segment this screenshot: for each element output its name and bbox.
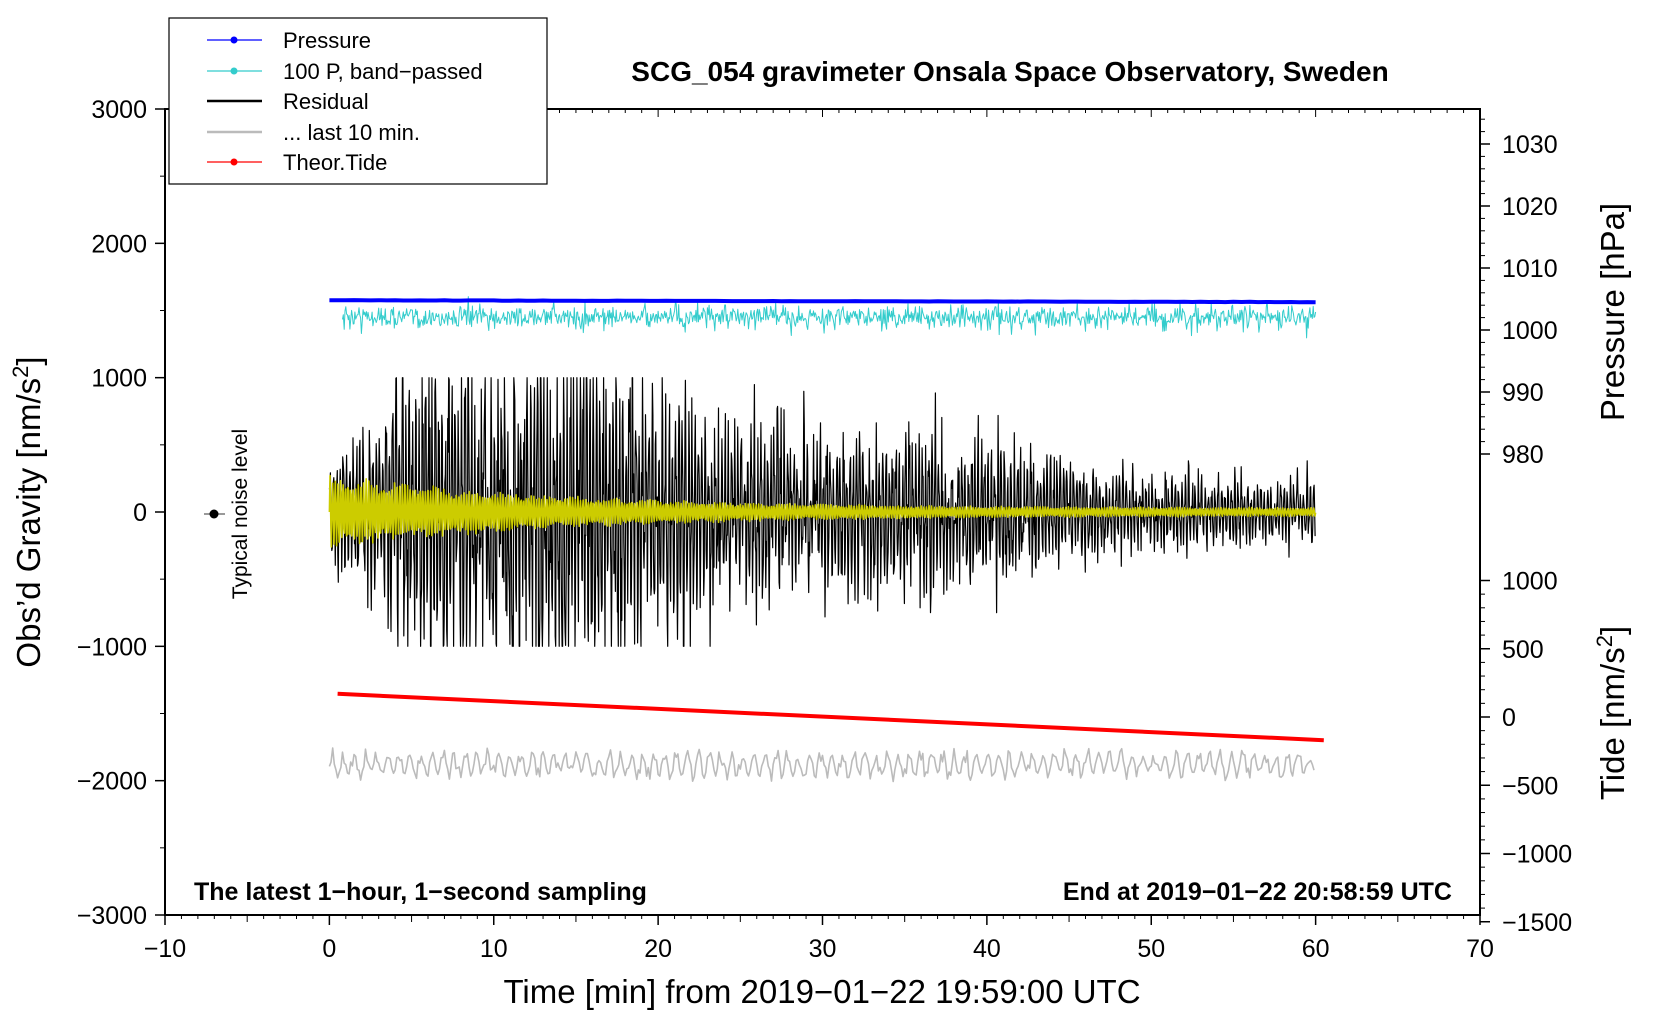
x-tick-label: 0 <box>322 935 336 963</box>
legend-entry-tide: Theor.Tide <box>207 150 387 175</box>
data-traces <box>328 296 1324 783</box>
pressure-trace <box>329 298 1316 305</box>
legend-pressure-marker <box>230 36 238 44</box>
tide-tick-label: −1500 <box>1502 909 1572 937</box>
pressure-tick-label: 980 <box>1502 441 1544 469</box>
x-tick-label: 60 <box>1302 935 1330 963</box>
legend-entry-pressure: Pressure <box>207 28 371 53</box>
tide-tick-label: −1000 <box>1502 841 1572 869</box>
gravity-tick-label: −2000 <box>77 768 147 796</box>
residual-trace <box>328 377 1316 647</box>
last-10-min-trace <box>328 747 1315 783</box>
theoretical-tide-trace <box>337 691 1324 743</box>
legend-pressure-label: Pressure <box>283 28 371 53</box>
axis-ticks: −10 0 10 20 30 40 50 60 703000200010000−1000−200… <box>77 96 1572 963</box>
legend-last10-label: ... last 10 min. <box>283 120 420 145</box>
noise-level-marker <box>209 509 219 519</box>
pressure-axis-title: Pressure [hPa] <box>1594 203 1631 421</box>
x-tick-label: 20 <box>644 935 672 963</box>
x-tick-label: 30 <box>809 935 837 963</box>
legend-entry-bandpassed: 100 P, band−passed <box>207 59 483 84</box>
x-tick-label: 70 <box>1466 935 1494 963</box>
tide-tick-label: 0 <box>1502 704 1516 732</box>
legend-bandpassed-label: 100 P, band−passed <box>283 59 483 84</box>
legend-bandpassed-marker <box>230 67 238 75</box>
end-time-note: End at 2019−01−22 20:58:59 UTC <box>1063 878 1452 906</box>
x-tick-label: 40 <box>973 935 1001 963</box>
tide-tick-label: 1000 <box>1502 568 1558 596</box>
pressure-tick-label: 1010 <box>1502 255 1558 283</box>
pressure-tick-label: 1000 <box>1502 317 1558 345</box>
legend-tide-marker <box>230 158 238 166</box>
pressure-tick-label: 990 <box>1502 379 1544 407</box>
gravity-tick-label: 0 <box>133 499 147 527</box>
x-tick-label: 10 <box>480 935 508 963</box>
tide-axis-title: Tide [nm/s2] <box>1592 626 1632 800</box>
pressure-tick-label: 1030 <box>1502 131 1558 159</box>
gravity-tick-label: −1000 <box>77 633 147 661</box>
noise-level-label: Typical noise level <box>229 429 252 599</box>
gravity-tick-label: 3000 <box>91 96 147 124</box>
x-axis-title: Time [min] from 2019−01−22 19:59:00 UTC <box>503 973 1140 1010</box>
chart-title: SCG_054 gravimeter Onsala Space Observat… <box>631 56 1388 87</box>
x-tick-label: −10 <box>144 935 186 963</box>
legend-residual-label: Residual <box>283 89 369 114</box>
sampling-note: The latest 1−hour, 1−second sampling <box>194 878 647 906</box>
gravity-axis-title: Obs’d Gravity [nm/s2] <box>8 356 48 667</box>
gravity-tick-label: 2000 <box>91 230 147 258</box>
legend-tide-label: Theor.Tide <box>283 150 387 175</box>
gravity-tick-label: −3000 <box>77 902 147 930</box>
bandpassed-pressure-trace <box>342 296 1317 339</box>
x-tick-label: 50 <box>1137 935 1165 963</box>
legend: Pressure 100 P, band−passed Residual ...… <box>168 17 548 185</box>
pressure-tick-label: 1020 <box>1502 193 1558 221</box>
tide-tick-label: −500 <box>1502 772 1558 800</box>
tide-tick-label: 500 <box>1502 636 1544 664</box>
gravity-tick-label: 1000 <box>91 365 147 393</box>
bandpassed-residual-trace <box>328 474 1317 548</box>
legend-entry-residual: Residual <box>207 89 369 114</box>
legend-entry-last10: ... last 10 min. <box>207 120 420 145</box>
